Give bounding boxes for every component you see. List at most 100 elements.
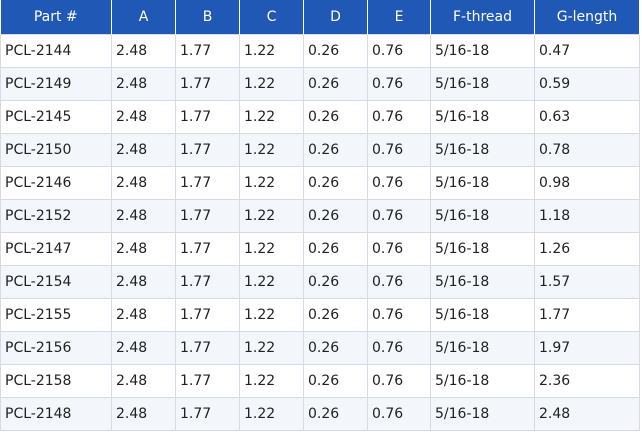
table-cell-a: 2.48 [111, 198, 176, 233]
table-cell-g-length: 1.18 [534, 198, 640, 233]
table-cell-a: 2.48 [111, 396, 176, 431]
table-cell-part-number: PCL-2145 [0, 99, 112, 134]
table-cell-c: 1.22 [239, 165, 304, 200]
table-cell-part-number: PCL-2155 [0, 297, 112, 332]
table-cell-e: 0.76 [367, 363, 431, 398]
table-cell-f-thread: 5/16-18 [430, 66, 535, 101]
table-cell-b: 1.77 [175, 132, 240, 167]
column-header-a: A [111, 0, 176, 34]
table-cell-f-thread: 5/16-18 [430, 33, 535, 68]
table-cell-d: 0.26 [303, 132, 368, 167]
table-cell-a: 2.48 [111, 165, 176, 200]
table-cell-part-number: PCL-2150 [0, 132, 112, 167]
table-cell-f-thread: 5/16-18 [430, 297, 535, 332]
table-cell-d: 0.26 [303, 165, 368, 200]
table-row: PCL-2147 2.48 1.77 1.22 0.26 0.76 5/16-18 1.26 [0, 231, 640, 266]
table-body: PCL-2144 2.48 1.77 1.22 0.26 0.76 5/16-18 0.47 P… [0, 33, 640, 431]
table-cell-g-length: 1.57 [534, 264, 640, 299]
table-cell-f-thread: 5/16-18 [430, 165, 535, 200]
table-cell-c: 1.22 [239, 99, 304, 134]
table-cell-e: 0.76 [367, 231, 431, 266]
table-cell-e: 0.76 [367, 66, 431, 101]
table-cell-part-number: PCL-2158 [0, 363, 112, 398]
table-cell-d: 0.26 [303, 231, 368, 266]
table-cell-g-length: 1.97 [534, 330, 640, 365]
table-cell-c: 1.22 [239, 231, 304, 266]
table-cell-part-number: PCL-2152 [0, 198, 112, 233]
table-row: PCL-2154 2.48 1.77 1.22 0.26 0.76 5/16-18 1.57 [0, 264, 640, 299]
column-header-f-thread: F-thread [430, 0, 535, 34]
table-cell-c: 1.22 [239, 297, 304, 332]
header-row: Part # A B C D E F-thread G-length [0, 0, 640, 34]
table-cell-d: 0.26 [303, 198, 368, 233]
table-cell-b: 1.77 [175, 33, 240, 68]
table-cell-part-number: PCL-2156 [0, 330, 112, 365]
table-cell-e: 0.76 [367, 396, 431, 431]
table-cell-d: 0.26 [303, 264, 368, 299]
table-cell-b: 1.77 [175, 165, 240, 200]
table-header: Part # A B C D E F-thread G-length [0, 0, 640, 34]
table-cell-a: 2.48 [111, 33, 176, 68]
table-row: PCL-2150 2.48 1.77 1.22 0.26 0.76 5/16-18 0.78 [0, 132, 640, 167]
table-cell-part-number: PCL-2149 [0, 66, 112, 101]
table-cell-d: 0.26 [303, 66, 368, 101]
column-header-g-length: G-length [534, 0, 640, 34]
table-row: PCL-2155 2.48 1.77 1.22 0.26 0.76 5/16-18 1.77 [0, 297, 640, 332]
table-cell-e: 0.76 [367, 99, 431, 134]
table-cell-part-number: PCL-2148 [0, 396, 112, 431]
table-row: PCL-2156 2.48 1.77 1.22 0.26 0.76 5/16-18 1.97 [0, 330, 640, 365]
table-cell-b: 1.77 [175, 363, 240, 398]
table-cell-e: 0.76 [367, 297, 431, 332]
table-cell-d: 0.26 [303, 297, 368, 332]
table-cell-b: 1.77 [175, 330, 240, 365]
table-cell-f-thread: 5/16-18 [430, 330, 535, 365]
table-cell-part-number: PCL-2147 [0, 231, 112, 266]
table-cell-b: 1.77 [175, 264, 240, 299]
table-row: PCL-2146 2.48 1.77 1.22 0.26 0.76 5/16-18 0.98 [0, 165, 640, 200]
table-cell-a: 2.48 [111, 330, 176, 365]
table-cell-g-length: 0.98 [534, 165, 640, 200]
table-cell-b: 1.77 [175, 396, 240, 431]
table-cell-g-length: 1.26 [534, 231, 640, 266]
table-cell-a: 2.48 [111, 132, 176, 167]
table-cell-g-length: 0.59 [534, 66, 640, 101]
table-cell-a: 2.48 [111, 66, 176, 101]
table-cell-a: 2.48 [111, 363, 176, 398]
table-cell-f-thread: 5/16-18 [430, 231, 535, 266]
table-row: PCL-2145 2.48 1.77 1.22 0.26 0.76 5/16-18 0.63 [0, 99, 640, 134]
table-cell-part-number: PCL-2154 [0, 264, 112, 299]
table-cell-c: 1.22 [239, 363, 304, 398]
table-cell-a: 2.48 [111, 297, 176, 332]
table-cell-b: 1.77 [175, 231, 240, 266]
table-cell-b: 1.77 [175, 297, 240, 332]
table-cell-c: 1.22 [239, 66, 304, 101]
column-header-e: E [367, 0, 431, 34]
table-cell-b: 1.77 [175, 198, 240, 233]
table-cell-e: 0.76 [367, 33, 431, 68]
table-cell-f-thread: 5/16-18 [430, 132, 535, 167]
table-row: PCL-2148 2.48 1.77 1.22 0.26 0.76 5/16-18 2.48 [0, 396, 640, 431]
table-cell-f-thread: 5/16-18 [430, 264, 535, 299]
table-cell-a: 2.48 [111, 231, 176, 266]
table-cell-d: 0.26 [303, 99, 368, 134]
table-cell-f-thread: 5/16-18 [430, 396, 535, 431]
table-cell-g-length: 2.36 [534, 363, 640, 398]
table-cell-b: 1.77 [175, 99, 240, 134]
table-cell-g-length: 0.78 [534, 132, 640, 167]
table-cell-c: 1.22 [239, 396, 304, 431]
table-cell-a: 2.48 [111, 99, 176, 134]
table-cell-a: 2.48 [111, 264, 176, 299]
table-cell-part-number: PCL-2146 [0, 165, 112, 200]
table-cell-f-thread: 5/16-18 [430, 363, 535, 398]
table-row: PCL-2152 2.48 1.77 1.22 0.26 0.76 5/16-18 1.18 [0, 198, 640, 233]
table-cell-e: 0.76 [367, 132, 431, 167]
table-cell-c: 1.22 [239, 198, 304, 233]
table-cell-c: 1.22 [239, 330, 304, 365]
table-row: PCL-2149 2.48 1.77 1.22 0.26 0.76 5/16-18 0.59 [0, 66, 640, 101]
table-cell-g-length: 0.47 [534, 33, 640, 68]
table-cell-d: 0.26 [303, 330, 368, 365]
table-cell-g-length: 1.77 [534, 297, 640, 332]
column-header-b: B [175, 0, 240, 34]
table-cell-part-number: PCL-2144 [0, 33, 112, 68]
